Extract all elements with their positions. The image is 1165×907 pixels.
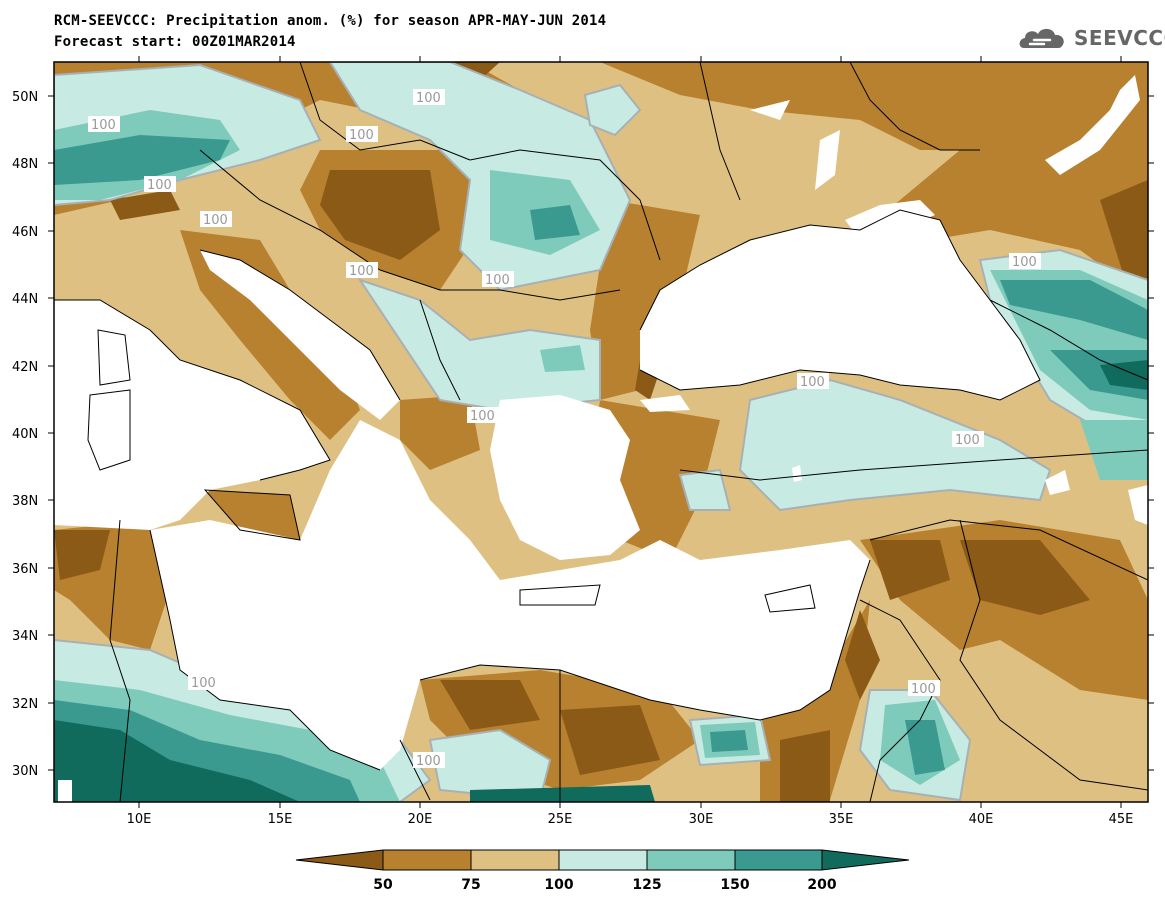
colorbar-label: 125: [632, 877, 662, 893]
contour-label: 100: [1012, 255, 1037, 270]
boundaries: [54, 62, 1148, 802]
lon-label: 35E: [829, 812, 854, 827]
lon-label: 30E: [689, 812, 714, 827]
contour-label: 100: [416, 91, 441, 106]
seevccc-logo: SEEVCCC: [1016, 22, 1165, 56]
lat-axis: [48, 95, 1154, 771]
contour-label: 100: [203, 213, 228, 228]
lon-axis: [138, 56, 1122, 808]
lon-label: 45E: [1109, 812, 1134, 827]
colorbar-segment: [734, 849, 823, 871]
colorbar-label: 150: [720, 877, 750, 893]
lat-label: 50N: [12, 90, 38, 105]
lat-label: 30N: [12, 764, 38, 779]
colorbar-segment: [382, 849, 472, 871]
anomaly-50-band: [54, 62, 1148, 802]
lat-label: 40N: [12, 427, 38, 442]
contour-label: 100: [349, 264, 374, 279]
lon-label: 20E: [408, 812, 433, 827]
lat-label: 42N: [12, 360, 38, 375]
colorbar-segment: [821, 849, 910, 871]
lat-label: 44N: [12, 292, 38, 307]
colorbar-label: 200: [807, 877, 837, 893]
colorbar: [295, 849, 910, 871]
contour-label: 100: [955, 433, 980, 448]
contour-label: 100: [191, 676, 216, 691]
sea-areas: [54, 75, 1148, 802]
contour-label: 100: [416, 754, 441, 769]
map-field: 100 100 100 100 100 100 100 100 100 100 …: [54, 62, 1148, 802]
contour-label: 100: [91, 118, 116, 133]
lat-label: 34N: [12, 629, 38, 644]
contour-label: 100: [349, 128, 374, 143]
logo-text: SEEVCCC: [1074, 26, 1165, 50]
contour-labels: 100 100 100 100 100 100 100 100 100 100 …: [88, 89, 1041, 769]
lon-label: 10E: [127, 812, 152, 827]
lon-label: 15E: [268, 812, 293, 827]
colorbar-segment: [646, 849, 736, 871]
lon-labels: 10E 15E 20E 25E 30E 35E 40E 45E: [127, 812, 1134, 827]
lat-label: 32N: [12, 697, 38, 712]
contour-label: 100: [800, 375, 825, 390]
lat-label: 38N: [12, 494, 38, 509]
map-frame: [53, 61, 1149, 803]
cloud-icon: [1019, 28, 1064, 48]
colorbar-segment: [558, 849, 648, 871]
lon-label: 40E: [969, 812, 994, 827]
colorbar-label: 100: [544, 877, 574, 893]
lat-labels: 50N 48N 46N 44N 42N 40N 38N 36N 34N 32N …: [12, 90, 38, 779]
anomaly-over-200: [54, 360, 1148, 802]
contour-label: 100: [470, 409, 495, 424]
contour-label: 100: [485, 273, 510, 288]
lat-label: 46N: [12, 225, 38, 240]
chart-title: RCM-SEEVCCC: Precipitation anom. (%) for…: [54, 13, 607, 29]
contour-label: 100: [911, 682, 936, 697]
colorbar-segment: [470, 849, 560, 871]
lon-label: 25E: [548, 812, 573, 827]
contour-label: 100: [147, 178, 172, 193]
lat-label: 36N: [12, 562, 38, 577]
colorbar-label: 50: [373, 877, 393, 893]
colorbar-label: 75: [461, 877, 481, 893]
forecast-start: Forecast start: 00Z01MAR2014: [54, 34, 296, 50]
lat-label: 48N: [12, 157, 38, 172]
colorbar-segment: [295, 849, 384, 871]
